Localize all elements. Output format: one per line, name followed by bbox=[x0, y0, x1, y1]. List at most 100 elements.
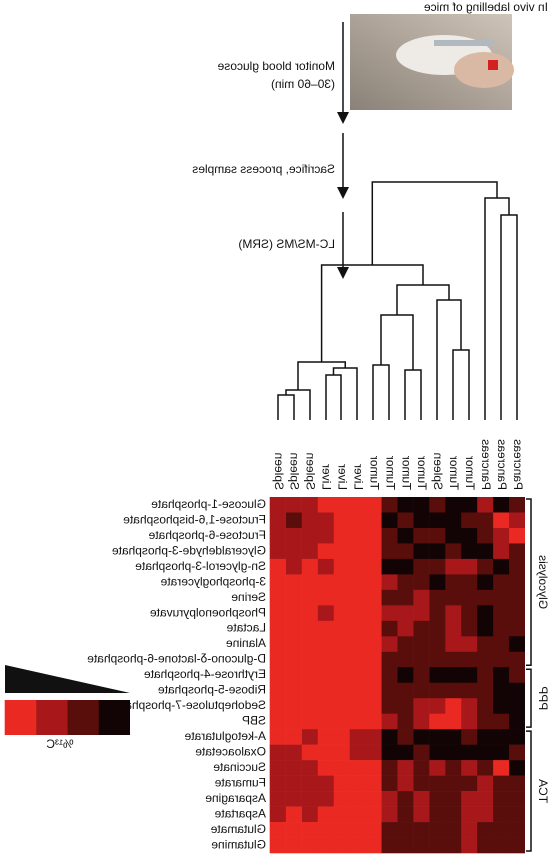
dendrogram bbox=[277, 181, 518, 420]
heatmap-cell bbox=[429, 729, 446, 745]
heatmap-cell bbox=[508, 729, 525, 745]
heatmap-cell bbox=[269, 682, 286, 699]
heatmap-cell bbox=[317, 837, 334, 854]
heatmap-cell bbox=[381, 497, 398, 513]
heatmap-cell bbox=[349, 651, 366, 668]
heatmap-cell bbox=[413, 651, 430, 668]
heatmap-cell bbox=[397, 775, 414, 792]
heatmap-cell bbox=[397, 527, 414, 544]
heatmap-cell bbox=[269, 667, 286, 684]
row-label: Fumarate bbox=[214, 776, 266, 790]
heatmap-cell bbox=[365, 775, 382, 792]
heatmap-cell bbox=[317, 682, 334, 699]
heatmap-cell bbox=[508, 837, 525, 854]
heatmap-cell bbox=[413, 574, 430, 591]
heatmap-cell bbox=[349, 620, 366, 637]
heatmap-cell bbox=[269, 713, 286, 730]
column-label: Tumor bbox=[447, 456, 461, 490]
group-bracket bbox=[526, 498, 532, 667]
heatmap-cell bbox=[476, 497, 494, 513]
heatmap-cell bbox=[413, 497, 430, 513]
column-label: Tumor bbox=[415, 456, 429, 490]
heatmap-cell bbox=[269, 775, 286, 792]
heatmap-cell bbox=[476, 620, 494, 637]
column-label: Spleen bbox=[288, 453, 302, 490]
legend-swatch bbox=[4, 700, 37, 735]
heatmap-cell bbox=[285, 791, 302, 807]
heatmap-cell bbox=[333, 527, 350, 544]
heatmap-cell bbox=[492, 620, 510, 637]
step-label: Monitor blood glucose bbox=[217, 59, 335, 73]
mouse-photo bbox=[350, 14, 514, 110]
heatmap-cell bbox=[349, 636, 366, 653]
heatmap-cell bbox=[349, 698, 366, 714]
heatmap-cell bbox=[301, 760, 318, 776]
heatmap-cell bbox=[445, 512, 462, 529]
heatmap-cell bbox=[285, 667, 302, 684]
step-label: Sacrifice, process samples bbox=[192, 162, 335, 176]
row-label: Lactate bbox=[226, 621, 266, 635]
heatmap-cell bbox=[349, 806, 366, 823]
heatmap-cell bbox=[445, 497, 462, 513]
heatmap-cell bbox=[429, 605, 446, 622]
column-label: Spleen bbox=[304, 453, 318, 490]
heatmap-cell bbox=[301, 497, 318, 513]
heatmap-cell bbox=[269, 744, 286, 761]
heatmap-cell bbox=[508, 543, 525, 560]
row-label: SBP bbox=[242, 714, 266, 728]
heatmap-cell bbox=[460, 636, 478, 653]
heatmap-cell bbox=[317, 558, 334, 575]
heatmap-cell bbox=[333, 822, 350, 838]
heatmap-cell bbox=[285, 620, 302, 637]
row-label: Glutamate bbox=[210, 822, 266, 836]
heatmap-cell bbox=[381, 651, 398, 668]
heatmap-cell bbox=[476, 775, 494, 792]
heatmap-cell bbox=[301, 667, 318, 684]
heatmap-cell bbox=[492, 791, 510, 807]
heatmap-cell bbox=[413, 698, 430, 714]
heatmap-cell bbox=[317, 791, 334, 807]
heatmap-cell bbox=[349, 837, 366, 854]
column-label: Pancreas bbox=[511, 439, 525, 490]
heatmap-cell bbox=[476, 837, 494, 854]
heatmap-cell bbox=[285, 605, 302, 622]
heatmap-cell bbox=[269, 574, 286, 591]
row-label: Ribose-5-phosphate bbox=[158, 683, 266, 697]
legend-swatch bbox=[98, 700, 130, 735]
column-label: Spleen bbox=[431, 453, 445, 490]
heatmap-cell bbox=[413, 543, 430, 560]
heatmap-cell bbox=[476, 558, 494, 575]
heatmap-cell bbox=[269, 760, 286, 776]
heatmap-cell bbox=[413, 512, 430, 529]
heatmap-cell bbox=[508, 806, 525, 823]
heatmap-cell bbox=[317, 822, 334, 838]
heatmap-cell bbox=[381, 558, 398, 575]
heatmap-cell bbox=[349, 791, 366, 807]
heatmap-cell bbox=[333, 744, 350, 761]
heatmap-cell bbox=[301, 636, 318, 653]
heatmap-cell bbox=[317, 775, 334, 792]
column-label: Liver bbox=[320, 464, 334, 490]
heatmap-cell bbox=[460, 512, 478, 529]
heatmap-cell bbox=[317, 667, 334, 684]
heatmap-cell bbox=[445, 574, 462, 591]
heatmap-cell bbox=[381, 822, 398, 838]
heatmap-cell bbox=[301, 822, 318, 838]
heatmap-cell bbox=[397, 651, 414, 668]
heatmap-cell bbox=[397, 574, 414, 591]
heatmap-cell bbox=[349, 497, 366, 513]
row-label: Alanine bbox=[226, 636, 266, 650]
heatmap-cell bbox=[492, 651, 510, 668]
heatmap-cell bbox=[285, 698, 302, 714]
heatmap-cell bbox=[301, 620, 318, 637]
heatmap-cell bbox=[460, 791, 478, 807]
heatmap-cell bbox=[445, 682, 462, 699]
heatmap-cell bbox=[429, 589, 446, 606]
column-label: Tumor bbox=[463, 456, 477, 490]
heatmap-cell bbox=[508, 497, 525, 513]
heatmap-cell bbox=[476, 651, 494, 668]
heatmap-cell bbox=[381, 636, 398, 653]
heatmap-cell bbox=[429, 760, 446, 776]
heatmap-cell bbox=[413, 822, 430, 838]
heatmap-cell bbox=[476, 806, 494, 823]
